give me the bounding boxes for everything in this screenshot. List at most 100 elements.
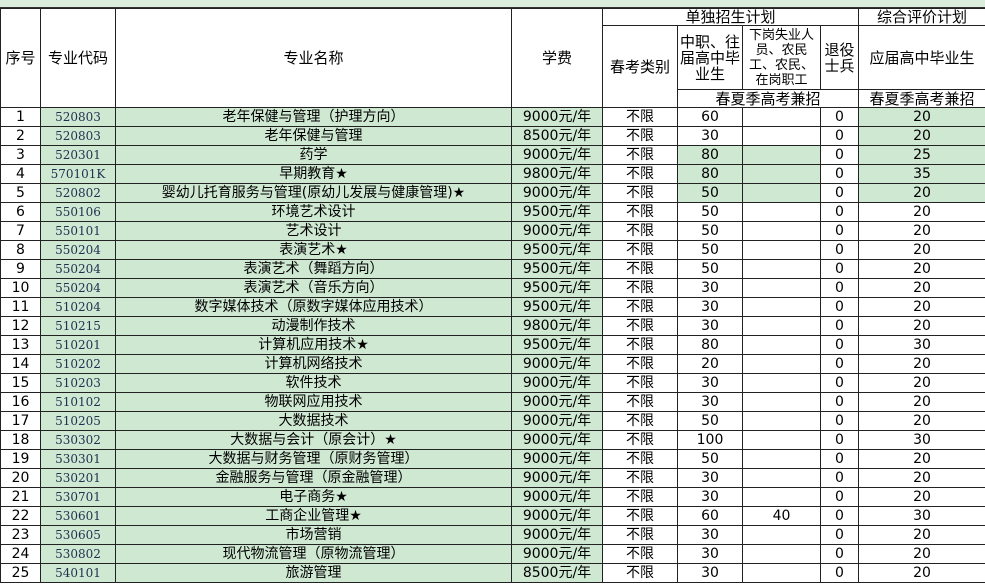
- fee-cell[interactable]: 8500元/年: [511, 126, 603, 146]
- vocational-count-cell[interactable]: 30: [677, 563, 743, 583]
- fee-cell[interactable]: 9000元/年: [511, 468, 603, 488]
- fresh-graduates-count-cell[interactable]: 20: [858, 316, 985, 336]
- seq-cell[interactable]: 16: [0, 392, 41, 412]
- category-cell[interactable]: 不限: [602, 354, 678, 374]
- veterans-count-cell[interactable]: 0: [819, 392, 860, 412]
- laid-off-count-cell[interactable]: [742, 563, 821, 583]
- major-name-cell[interactable]: 老年保健与管理: [115, 126, 512, 146]
- fee-cell[interactable]: 9000元/年: [511, 183, 603, 203]
- fee-cell[interactable]: 9000元/年: [511, 525, 603, 545]
- fee-cell[interactable]: 9000元/年: [511, 544, 603, 564]
- laid-off-count-cell[interactable]: [742, 126, 821, 146]
- laid-off-count-cell[interactable]: [742, 354, 821, 374]
- seq-cell[interactable]: 18: [0, 430, 41, 450]
- laid-off-count-cell[interactable]: [742, 392, 821, 412]
- veterans-count-cell[interactable]: 0: [819, 107, 860, 127]
- category-cell[interactable]: 不限: [602, 487, 678, 507]
- laid-off-count-cell[interactable]: [742, 183, 821, 203]
- seq-cell[interactable]: 22: [0, 506, 41, 526]
- seq-cell[interactable]: 21: [0, 487, 41, 507]
- major-name-cell[interactable]: 工商企业管理★: [115, 506, 512, 526]
- seq-cell[interactable]: 13: [0, 335, 41, 355]
- major-name-cell[interactable]: 大数据与财务管理（原财务管理）: [115, 449, 512, 469]
- seq-cell[interactable]: 20: [0, 468, 41, 488]
- fresh-graduates-count-cell[interactable]: 30: [858, 506, 985, 526]
- veterans-count-cell[interactable]: 0: [819, 506, 860, 526]
- fee-cell[interactable]: 9000元/年: [511, 392, 603, 412]
- category-cell[interactable]: 不限: [602, 126, 678, 146]
- laid-off-count-cell[interactable]: [742, 240, 821, 260]
- category-cell[interactable]: 不限: [602, 563, 678, 583]
- veterans-count-cell[interactable]: 0: [819, 259, 860, 279]
- veterans-count-cell[interactable]: 0: [819, 411, 860, 431]
- fee-cell[interactable]: 9500元/年: [511, 297, 603, 317]
- fresh-graduates-count-cell[interactable]: 30: [858, 335, 985, 355]
- vocational-count-cell[interactable]: 30: [677, 487, 743, 507]
- laid-off-count-cell[interactable]: 40: [742, 506, 821, 526]
- major-name-cell[interactable]: 婴幼儿托育服务与管理(原幼儿发展与健康管理)★: [115, 183, 512, 203]
- seq-cell[interactable]: 25: [0, 563, 41, 583]
- major-name-cell[interactable]: 大数据技术: [115, 411, 512, 431]
- major-name-cell[interactable]: 老年保健与管理（护理方向）: [115, 107, 512, 127]
- category-cell[interactable]: 不限: [602, 240, 678, 260]
- seq-cell[interactable]: 23: [0, 525, 41, 545]
- veterans-count-cell[interactable]: 0: [819, 430, 860, 450]
- fresh-graduates-count-cell[interactable]: 20: [858, 354, 985, 374]
- category-cell[interactable]: 不限: [602, 145, 678, 165]
- code-cell[interactable]: 510202: [40, 354, 116, 374]
- header-spring-category[interactable]: 春考类别: [602, 25, 678, 108]
- veterans-count-cell[interactable]: 0: [819, 221, 860, 241]
- category-cell[interactable]: 不限: [602, 278, 678, 298]
- veterans-count-cell[interactable]: 0: [819, 126, 860, 146]
- fresh-graduates-count-cell[interactable]: 20: [858, 373, 985, 393]
- header-vocational[interactable]: 中职、往届高中毕业生: [677, 25, 743, 90]
- fresh-graduates-count-cell[interactable]: 30: [858, 430, 985, 450]
- code-cell[interactable]: 510205: [40, 411, 116, 431]
- veterans-count-cell[interactable]: 0: [819, 335, 860, 355]
- vocational-count-cell[interactable]: 50: [677, 183, 743, 203]
- fresh-graduates-count-cell[interactable]: 20: [858, 259, 985, 279]
- fee-cell[interactable]: 9000元/年: [511, 354, 603, 374]
- header-seq[interactable]: 序号: [0, 8, 41, 108]
- code-cell[interactable]: 530802: [40, 544, 116, 564]
- vocational-count-cell[interactable]: 30: [677, 392, 743, 412]
- fee-cell[interactable]: 9500元/年: [511, 278, 603, 298]
- major-name-cell[interactable]: 大数据与会计（原会计）★: [115, 430, 512, 450]
- header-fresh-graduates[interactable]: 应届高中毕业生: [858, 25, 985, 90]
- fresh-graduates-count-cell[interactable]: 20: [858, 468, 985, 488]
- category-cell[interactable]: 不限: [602, 544, 678, 564]
- laid-off-count-cell[interactable]: [742, 107, 821, 127]
- code-cell[interactable]: 520301: [40, 145, 116, 165]
- major-name-cell[interactable]: 表演艺术★: [115, 240, 512, 260]
- code-cell[interactable]: 530301: [40, 449, 116, 469]
- header-single-plan[interactable]: 单独招生计划: [601, 8, 860, 26]
- seq-cell[interactable]: 24: [0, 544, 41, 564]
- seq-cell[interactable]: 10: [0, 278, 41, 298]
- fee-cell[interactable]: 9500元/年: [511, 202, 603, 222]
- header-comprehensive-plan[interactable]: 综合评价计划: [858, 8, 985, 26]
- major-name-cell[interactable]: 药学: [115, 145, 512, 165]
- seq-cell[interactable]: 8: [0, 240, 41, 260]
- vocational-count-cell[interactable]: 80: [677, 164, 743, 184]
- fee-cell[interactable]: 9000元/年: [511, 430, 603, 450]
- fresh-graduates-count-cell[interactable]: 20: [858, 449, 985, 469]
- major-name-cell[interactable]: 表演艺术（舞蹈方向）: [115, 259, 512, 279]
- veterans-count-cell[interactable]: 0: [819, 525, 860, 545]
- laid-off-count-cell[interactable]: [742, 544, 821, 564]
- category-cell[interactable]: 不限: [602, 335, 678, 355]
- category-cell[interactable]: 不限: [602, 316, 678, 336]
- fresh-graduates-count-cell[interactable]: 20: [858, 126, 985, 146]
- vocational-count-cell[interactable]: 100: [677, 430, 743, 450]
- vocational-count-cell[interactable]: 50: [677, 202, 743, 222]
- major-name-cell[interactable]: 动漫制作技术: [115, 316, 512, 336]
- code-cell[interactable]: 550204: [40, 240, 116, 260]
- code-cell[interactable]: 530701: [40, 487, 116, 507]
- veterans-count-cell[interactable]: 0: [819, 183, 860, 203]
- seq-cell[interactable]: 3: [0, 145, 41, 165]
- category-cell[interactable]: 不限: [602, 202, 678, 222]
- vocational-count-cell[interactable]: 30: [677, 373, 743, 393]
- laid-off-count-cell[interactable]: [742, 335, 821, 355]
- major-name-cell[interactable]: 现代物流管理（原物流管理）: [115, 544, 512, 564]
- seq-cell[interactable]: 11: [0, 297, 41, 317]
- vocational-count-cell[interactable]: 30: [677, 468, 743, 488]
